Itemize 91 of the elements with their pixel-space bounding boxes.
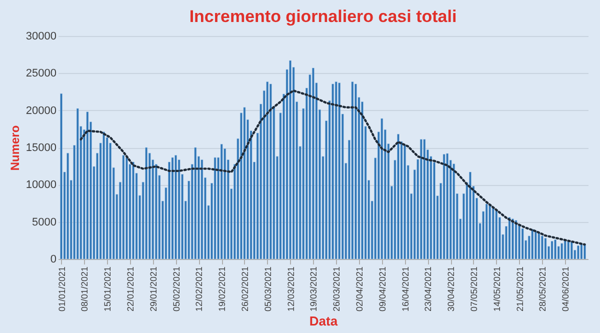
bar: [580, 244, 583, 260]
x-tick-label: 12/02/2021: [194, 266, 204, 312]
x-tick-label: 14/05/2021: [492, 266, 502, 312]
x-tick-label: 26/03/2021: [332, 266, 342, 312]
bar: [554, 240, 556, 260]
y-tick-label: 20000: [26, 104, 56, 117]
x-tick-label: 01/01/2021: [56, 266, 67, 312]
y-tick-label: 5000: [32, 216, 56, 228]
bar: [544, 238, 547, 260]
bar: [541, 236, 544, 260]
bar: [567, 241, 570, 260]
x-tick-label: 16/04/2021: [400, 266, 410, 312]
x-tick-label: 26/02/2021: [240, 266, 250, 312]
bar: [404, 145, 406, 260]
bar: [122, 155, 125, 260]
y-axis-title: Numero: [8, 125, 22, 171]
bar: [334, 82, 338, 260]
x-tick-label: 19/03/2021: [308, 266, 319, 312]
bar: [570, 242, 573, 260]
x-tick-label: 05/03/2021: [262, 266, 273, 312]
y-tick-label: 15000: [26, 142, 56, 154]
bar: [534, 231, 537, 260]
bar: [380, 118, 384, 260]
bar: [560, 243, 563, 260]
x-tick-label: 02/04/2021: [354, 266, 364, 312]
x-tick-label: 07/05/2021: [468, 266, 479, 312]
x-tick-label: 28/05/2021: [538, 266, 548, 312]
bar: [514, 220, 518, 260]
bar: [66, 152, 69, 260]
bar: [126, 157, 128, 260]
bar: [495, 210, 498, 260]
y-tick-label: 10000: [26, 179, 56, 192]
line-series: [80, 90, 586, 246]
x-tick-label: 23/04/2021: [423, 266, 434, 312]
bar: [312, 68, 314, 260]
x-axis-title: Data: [309, 314, 338, 329]
x-tick-label: 29/01/2021: [148, 266, 158, 312]
x-tick-label: 19/02/2021: [217, 266, 228, 312]
bar: [214, 157, 216, 260]
bar: [420, 139, 422, 260]
bar: [531, 229, 534, 260]
bar: [220, 144, 223, 260]
bar: [132, 162, 134, 260]
bar: [332, 84, 334, 260]
bar: [338, 82, 341, 260]
bar: [224, 148, 226, 260]
x-tick-label: 05/02/2021: [171, 266, 182, 312]
x-tick-label: 12/03/2021: [286, 266, 296, 312]
bar: [550, 241, 554, 260]
bar: [512, 218, 514, 260]
bar: [194, 147, 197, 260]
bar: [423, 139, 426, 260]
bar: [577, 245, 580, 260]
bar: [270, 84, 272, 260]
bar: [538, 232, 540, 260]
bar: [243, 107, 246, 260]
y-tick-label: 25000: [26, 68, 56, 80]
bar: [397, 134, 400, 260]
y-tick-label: 30000: [26, 30, 56, 42]
bar: [86, 112, 89, 260]
bar: [76, 108, 79, 260]
x-tick-label: 09/04/2021: [377, 266, 388, 312]
bar: [452, 164, 456, 260]
bar: [488, 204, 491, 260]
bar: [492, 208, 494, 260]
bar: [469, 172, 472, 260]
x-tick-label: 22/01/2021: [125, 266, 136, 312]
chart-title: Incremento giornaliero casi totali: [189, 7, 457, 26]
bar: [145, 147, 148, 260]
x-tick-label: 08/01/2021: [80, 266, 90, 312]
y-tick-label: 0: [50, 254, 56, 266]
bar: [171, 157, 174, 260]
bar: [564, 240, 566, 260]
bar: [518, 224, 520, 260]
bar: [446, 153, 448, 260]
x-tick-label: 21/05/2021: [514, 266, 525, 312]
bar: [60, 93, 62, 260]
bar: [200, 160, 204, 260]
x-tick-label: 30/04/2021: [446, 266, 456, 312]
x-tick-label: 15/01/2021: [102, 266, 113, 312]
bar: [485, 204, 488, 260]
bar: [102, 132, 105, 260]
bar: [508, 217, 511, 260]
bar: [266, 82, 269, 260]
bar: [354, 84, 357, 260]
x-tick-label: 04/06/2021: [560, 266, 571, 312]
bar: [584, 244, 586, 260]
bar: [289, 60, 292, 260]
bar: [351, 82, 354, 260]
bar: [442, 154, 446, 260]
bar: [174, 155, 177, 260]
